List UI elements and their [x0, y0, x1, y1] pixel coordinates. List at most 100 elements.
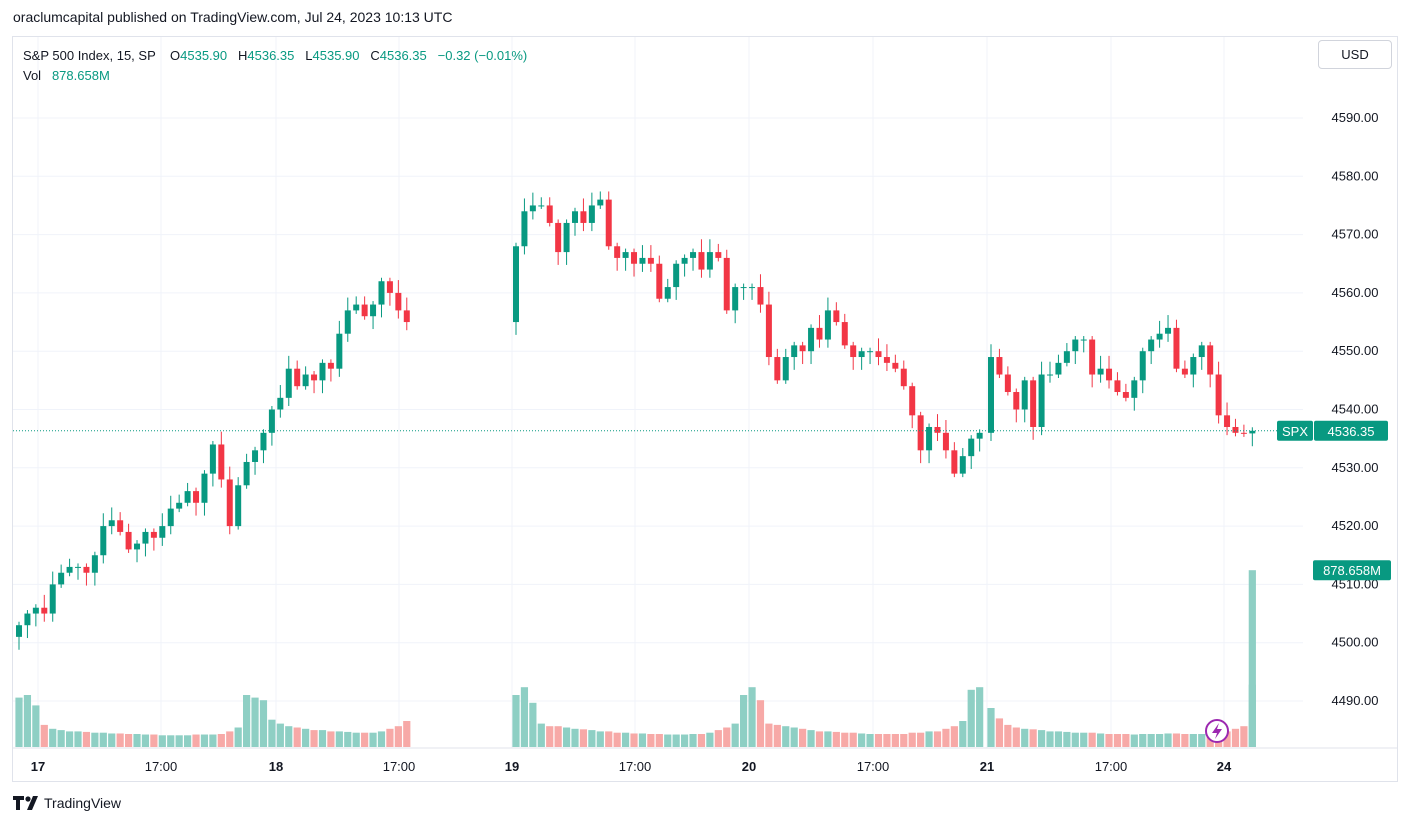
- volume-bar: [158, 735, 166, 747]
- volume-bar: [866, 734, 874, 747]
- candle: [1249, 427, 1256, 447]
- candle: [167, 495, 174, 535]
- legend-symbol[interactable]: S&P 500 Index, 15, SP: [23, 48, 156, 63]
- volume-bar: [900, 734, 908, 747]
- candle: [1030, 376, 1037, 440]
- volume-bar: [1037, 730, 1046, 747]
- candle: [327, 359, 334, 382]
- candle: [875, 338, 882, 366]
- legend-volume-label[interactable]: Vol: [23, 68, 42, 83]
- volume-bar: [858, 733, 866, 747]
- candle: [378, 277, 385, 318]
- volume-bar: [959, 721, 967, 747]
- volume-bar: [782, 726, 790, 747]
- volume-bar: [217, 734, 225, 747]
- candle: [142, 528, 149, 557]
- candle: [1173, 319, 1180, 373]
- time-tick-label: 17:00: [619, 759, 652, 774]
- candle: [529, 192, 536, 220]
- candle: [765, 291, 772, 366]
- candle: [100, 513, 107, 564]
- volume-bar: [394, 726, 402, 747]
- volume-bar: [276, 723, 284, 747]
- volume-bar: [361, 732, 369, 747]
- volume-bar: [369, 732, 377, 747]
- volume-bar: [259, 700, 268, 747]
- candle: [361, 296, 368, 320]
- volume-bar: [49, 728, 57, 747]
- volume-bar: [967, 689, 975, 747]
- volume-bar: [1080, 732, 1088, 747]
- candle: [841, 313, 848, 349]
- volume-bar: [209, 734, 217, 747]
- volume-bar: [1240, 726, 1248, 747]
- volume-bar: [588, 730, 596, 747]
- candle: [386, 277, 393, 306]
- volume-bar: [987, 708, 995, 747]
- volume-bar: [571, 728, 579, 747]
- candle: [513, 242, 519, 335]
- candle: [285, 355, 292, 407]
- footer-brand[interactable]: TradingView: [13, 795, 121, 811]
- candle: [580, 198, 587, 232]
- volume-bar: [605, 731, 613, 747]
- volume-bar: [1046, 731, 1054, 747]
- volume-bar: [91, 732, 99, 747]
- legend-volume-line: Vol 878.658M: [23, 66, 527, 86]
- volume-bar: [908, 732, 916, 747]
- volume-bar: [1054, 731, 1063, 747]
- volume-bar: [1012, 727, 1020, 747]
- candle: [1055, 354, 1062, 379]
- volume-bar: [1029, 729, 1037, 747]
- volume-bar: [310, 730, 318, 747]
- volume-bar: [344, 731, 352, 747]
- candle: [597, 191, 604, 209]
- volume-bar: [327, 731, 335, 747]
- volume-bar: [403, 721, 411, 747]
- volume-bar: [697, 734, 706, 747]
- volume-bar: [596, 731, 604, 747]
- volume-bar: [562, 727, 571, 747]
- price-badges: SPX 4536.35 878.658M: [1205, 420, 1391, 743]
- price-tick-label: 4540.00: [1332, 402, 1379, 417]
- volume-bar: [824, 731, 832, 747]
- price-tick-label: 4550.00: [1332, 343, 1379, 358]
- legend-change: −0.32 (−0.01%): [437, 48, 528, 63]
- volume-bar: [815, 731, 824, 747]
- chart-frame[interactable]: 4590.00 4580.00 4570.00 4560.00 4550.00 4540.…: [12, 36, 1398, 782]
- candle: [24, 610, 31, 639]
- volume-bar: [638, 733, 647, 747]
- volume-bar: [40, 724, 48, 747]
- volume-bar: [184, 735, 192, 747]
- candle: [698, 239, 705, 278]
- price-tick-label: 4500.00: [1332, 635, 1379, 650]
- candle: [1165, 315, 1172, 342]
- candle: [867, 347, 874, 365]
- candle: [538, 197, 545, 209]
- candle: [159, 513, 166, 546]
- volume-bar: [82, 731, 91, 747]
- time-tick-label: 17:00: [145, 759, 178, 774]
- price-chart[interactable]: 4590.00 4580.00 4570.00 4560.00 4550.00 4540.…: [13, 37, 1397, 781]
- volume-bar: [529, 702, 537, 747]
- candles: [16, 191, 1256, 650]
- candle: [1047, 361, 1054, 383]
- volume-bar: [285, 726, 293, 747]
- candle: [656, 255, 663, 303]
- volume-bar: [917, 732, 925, 747]
- tradingview-logo-icon: [13, 796, 38, 810]
- volume-bars: [15, 570, 1256, 747]
- candle: [816, 315, 823, 348]
- candle: [277, 385, 284, 418]
- candle: [934, 414, 941, 441]
- price-tick-label: 4490.00: [1332, 693, 1379, 708]
- volume-bar: [1223, 731, 1231, 747]
- candle: [996, 348, 1003, 379]
- currency-button[interactable]: USD: [1318, 40, 1392, 69]
- candle: [799, 341, 806, 365]
- volume-bar: [664, 734, 672, 747]
- volume-bar: [251, 697, 259, 747]
- time-tick-label: 18: [269, 759, 283, 774]
- volume-bar: [655, 734, 663, 747]
- candle: [268, 406, 275, 446]
